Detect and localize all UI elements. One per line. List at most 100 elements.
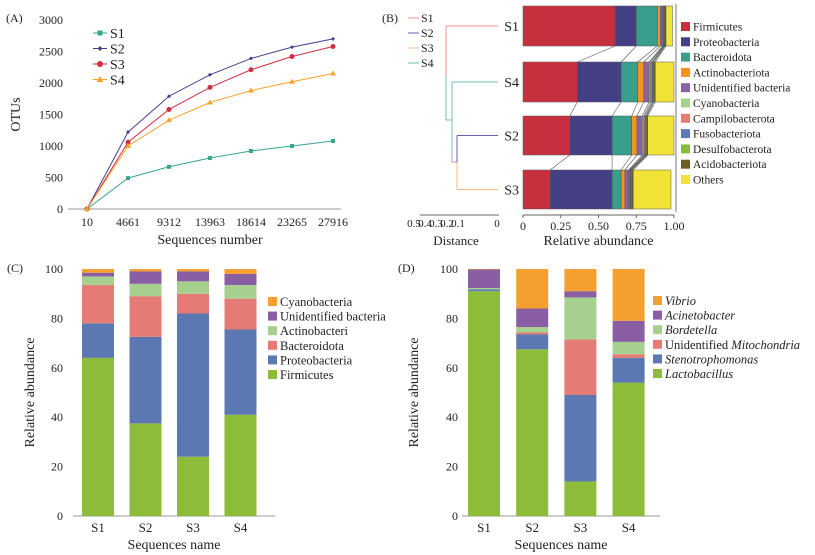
segment-connector (643, 101, 651, 117)
bar-segment-unidentified-mitochondria (516, 332, 549, 335)
bar-segment-bordetella (516, 327, 549, 333)
bar-segment-cyanobacteria (82, 269, 114, 273)
bar-segment-acinetobacter (468, 269, 500, 289)
bar-segment-unidentified-bacteria (636, 115, 643, 156)
bar-segment-stenotrophomonas (516, 334, 549, 350)
segment-connector (549, 154, 570, 171)
bar-segment-firmicutes (224, 414, 257, 516)
x-tick-label: 9312 (157, 215, 181, 229)
data-point-diamond (167, 94, 171, 99)
bar-s1 (468, 269, 500, 516)
legend-label: Cyanobacteria (280, 295, 353, 309)
data-point-triangle (289, 78, 295, 84)
dendrogram-legend-label: S3 (421, 41, 434, 55)
segment-connector (652, 45, 665, 63)
data-point-diamond (97, 46, 103, 51)
legend-label-part: Vibrio (665, 294, 696, 308)
y-tick-label: 40 (446, 410, 458, 424)
distance-tick-label: 0.2 (440, 218, 454, 230)
bar-segment-actinobacteriota (657, 5, 661, 47)
bar-segment-bacteroidota (177, 293, 209, 314)
panel-label: (B) (382, 11, 398, 25)
bar-segment-lactobacillus (468, 291, 500, 516)
legend-swatch (268, 326, 277, 336)
bar-segment-bacteroidota (82, 285, 114, 324)
bar-segment-actinobacteriota (631, 115, 638, 156)
bar-segment-vibrio (516, 269, 549, 309)
bar-segment-others (665, 5, 673, 47)
bar-segment-firmicutes (129, 423, 162, 516)
legend-swatch (268, 297, 277, 306)
legend-label: Desulfobacterota (693, 144, 772, 156)
bar-segment-firmicutes (522, 61, 578, 103)
x-tick-label: 23265 (277, 215, 307, 229)
segment-connector (633, 154, 648, 171)
bar-segment-cyanobacteria (224, 269, 257, 274)
bar-segment-actinobacteriota (620, 169, 626, 210)
segment-connector (611, 101, 622, 117)
series-s4 (84, 70, 336, 211)
y-tick-label: 80 (446, 311, 458, 325)
segment-connector (636, 101, 645, 117)
dendrogram-legend-label: S4 (421, 56, 434, 70)
bar-segment-acinetobacter (564, 291, 597, 298)
y-axis-title: Relative abundance (23, 337, 38, 447)
legend-label: Fusobacteriota (693, 129, 761, 141)
data-point-triangle (125, 143, 131, 148)
bar-segment-lactobacillus (516, 349, 549, 516)
data-point-circle (330, 43, 336, 49)
bar-segment-proteobacteria (569, 115, 613, 156)
y-tick-label: 2000 (39, 76, 63, 90)
distance-axis-title: Distance (433, 233, 479, 248)
dendrogram-leaf-label: S2 (504, 130, 519, 145)
bar-segment-actinobacteri (129, 283, 162, 297)
series-line (86, 140, 334, 210)
bar-segment-proteobacteria (549, 169, 613, 210)
legend-label-part: Bordetella (665, 323, 717, 337)
bar-segment-stenotrophomonas (468, 289, 500, 292)
legend-label-part: Stenotrophomonas (665, 352, 758, 366)
segment-connector (650, 45, 664, 63)
legend-label: S2 (110, 43, 125, 58)
segment-connector (646, 101, 655, 117)
bar-s3 (177, 269, 209, 516)
legend-label-part: Lactobacillus (664, 367, 733, 381)
bar-s3 (522, 169, 672, 210)
segment-connector (620, 45, 637, 63)
distance-tick-label: 0.4 (418, 218, 432, 230)
y-tick-label: 80 (51, 311, 63, 325)
legend-swatch (268, 370, 277, 379)
bar-segment-unidentified-bacteria (624, 169, 629, 210)
abundance-tick-label: 0 (520, 219, 526, 233)
bar-segment-bordetella (468, 288, 500, 290)
bar-segment-others (647, 115, 675, 156)
dendrogram-leaf-label: S4 (504, 76, 519, 91)
bar-segment-others (655, 61, 675, 103)
y-tick-label: 20 (446, 460, 458, 474)
segment-connector (647, 101, 656, 117)
legend-swatch (653, 296, 662, 305)
abundance-tick-label: 0.75 (626, 219, 647, 233)
panel-label: (D) (398, 261, 415, 275)
bar-s2 (129, 269, 162, 516)
data-point-diamond (208, 72, 212, 77)
legend-swatch (268, 340, 277, 350)
panel-label: (C) (7, 261, 23, 275)
legend-label: Bordetella (665, 323, 717, 337)
bar-segment-unidentified-bacteria (82, 272, 114, 277)
data-point-circle (289, 54, 295, 60)
legend-label: Unidentified bacteria (280, 310, 386, 324)
bar-s4 (224, 269, 257, 516)
segment-connector (629, 154, 646, 171)
legend-label: Proteobacteria (280, 353, 353, 367)
y-tick-label: 100 (45, 262, 63, 276)
data-point-diamond (249, 56, 253, 61)
bar-s4 (522, 61, 675, 103)
bar-segment-proteobacteria (82, 323, 114, 358)
legend-item: S1 (93, 27, 125, 42)
data-point-square (208, 155, 212, 160)
data-point-square (290, 144, 294, 148)
x-tick-label: S1 (477, 520, 491, 535)
legend-swatch (653, 369, 662, 378)
